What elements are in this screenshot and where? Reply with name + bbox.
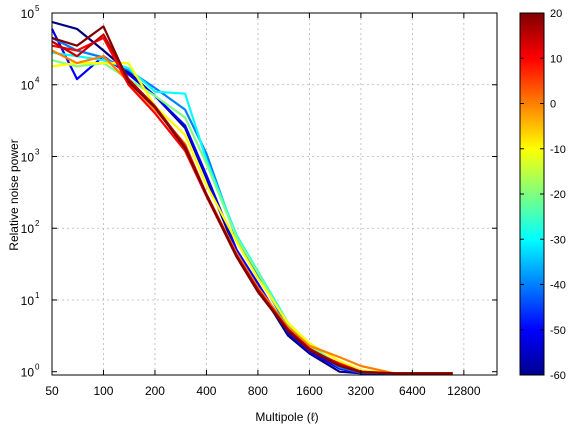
series-lines bbox=[51, 20, 453, 375]
colorbar-tick-label: 10 bbox=[550, 53, 562, 65]
y-tick-label: 10 bbox=[21, 150, 35, 164]
y-tick-exponent: 1 bbox=[35, 291, 40, 300]
x-tick-label: 1600 bbox=[296, 384, 323, 398]
series-line bbox=[51, 61, 453, 375]
series-line bbox=[51, 59, 453, 375]
series-line bbox=[51, 25, 453, 375]
x-tick-label: 50 bbox=[45, 384, 59, 398]
x-tick-label: 100 bbox=[93, 384, 113, 398]
x-axis-label: Multipole (ℓ) bbox=[255, 410, 318, 424]
colorbar-ticks: 20 10 0 -10 -20 -30 -40 -50 -60 bbox=[520, 8, 566, 382]
y-tick-label: 10 bbox=[21, 222, 35, 236]
y-tick-exponent: 0 bbox=[35, 363, 40, 372]
y-tick-label: 10 bbox=[21, 366, 35, 380]
series-line bbox=[51, 36, 453, 375]
y-tick-label: 10 bbox=[21, 7, 35, 21]
y-tick-exponent: 2 bbox=[35, 219, 40, 228]
x-axis-ticks: 50 100 200 400 800 1600 3200 6400 12800 bbox=[45, 13, 481, 398]
series-line bbox=[51, 28, 453, 375]
x-tick-label: 800 bbox=[248, 384, 268, 398]
y-tick-label: 10 bbox=[21, 294, 35, 308]
y-tick-exponent: 4 bbox=[35, 76, 40, 85]
series-line bbox=[51, 49, 453, 375]
series-line bbox=[51, 51, 453, 375]
x-tick-label: 400 bbox=[196, 384, 216, 398]
x-tick-label: 3200 bbox=[348, 384, 375, 398]
colorbar-tick-label: 20 bbox=[550, 8, 562, 20]
y-tick-exponent: 3 bbox=[35, 147, 40, 156]
x-tick-label: 6400 bbox=[399, 384, 426, 398]
series-line bbox=[51, 33, 453, 375]
colorbar-tick-label: -50 bbox=[550, 325, 566, 337]
x-tick-label: 12800 bbox=[447, 384, 481, 398]
series-line bbox=[51, 36, 453, 375]
x-tick-label: 200 bbox=[145, 384, 165, 398]
colorbar-tick-label: -40 bbox=[550, 280, 566, 292]
series-line bbox=[51, 20, 453, 375]
y-axis-label: Relative noise power bbox=[7, 139, 21, 250]
colorbar-tick-label: 0 bbox=[550, 99, 556, 111]
y-tick-exponent: 5 bbox=[35, 4, 40, 13]
plot-frame bbox=[51, 12, 498, 376]
y-tick-label: 10 bbox=[21, 79, 35, 93]
colorbar-tick-label: -30 bbox=[550, 234, 566, 246]
colorbar-tick-label: -60 bbox=[550, 370, 566, 382]
colorbar-tick-label: -10 bbox=[550, 144, 566, 156]
colorbar-tick-label: -20 bbox=[550, 189, 566, 201]
grid bbox=[52, 13, 497, 375]
